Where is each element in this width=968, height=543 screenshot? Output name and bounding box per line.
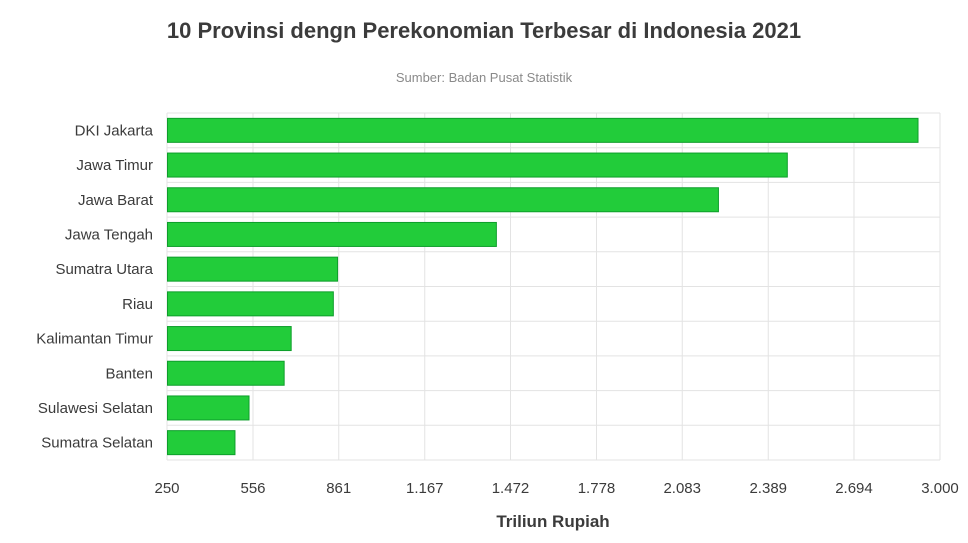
category-label: Kalimantan Timur — [36, 331, 153, 348]
x-tick-label: 1.167 — [406, 480, 444, 497]
x-tick-label: 3.000 — [921, 480, 959, 497]
category-label: Banten — [105, 365, 153, 382]
x-tick-label: 861 — [326, 480, 351, 497]
bar[interactable] — [167, 152, 788, 178]
x-axis-title: Triliun Rupiah — [496, 512, 609, 531]
bar[interactable] — [167, 291, 334, 317]
bar[interactable] — [167, 256, 339, 282]
x-tick-label: 1.778 — [578, 480, 616, 497]
x-tick-label: 250 — [154, 480, 179, 497]
category-label: Jawa Tengah — [65, 226, 153, 243]
bar[interactable] — [167, 395, 250, 421]
x-tick-label: 1.472 — [492, 480, 530, 497]
chart-title: 10 Provinsi dengn Perekonomian Terbesar … — [167, 18, 801, 43]
bar[interactable] — [167, 326, 292, 352]
category-label: Jawa Barat — [78, 192, 154, 209]
bar[interactable] — [167, 187, 719, 213]
x-tick-label: 556 — [240, 480, 265, 497]
category-label: DKI Jakarta — [75, 122, 154, 139]
bar[interactable] — [167, 221, 497, 247]
category-label: Sumatra Selatan — [41, 435, 153, 452]
category-labels: DKI Jakarta Jawa Timur Jawa Barat Jawa Teng… — [36, 122, 154, 451]
category-label: Riau — [122, 296, 153, 313]
x-tick-label: 2.389 — [749, 480, 787, 497]
bar[interactable] — [167, 360, 285, 386]
category-label: Sulawesi Selatan — [38, 400, 153, 417]
x-tick-label: 2.083 — [663, 480, 701, 497]
bar[interactable] — [167, 117, 919, 143]
bars-layer — [167, 117, 919, 456]
x-tick-label: 2.694 — [835, 480, 873, 497]
bar[interactable] — [167, 430, 236, 456]
x-tick-labels: 250 556 861 1.167 1.472 1.778 2.083 2.389 2.694 3… — [154, 480, 958, 497]
category-label: Jawa Timur — [76, 157, 153, 174]
chart-subtitle: Sumber: Badan Pusat Statistik — [396, 70, 573, 85]
category-label: Sumatra Utara — [55, 261, 153, 278]
